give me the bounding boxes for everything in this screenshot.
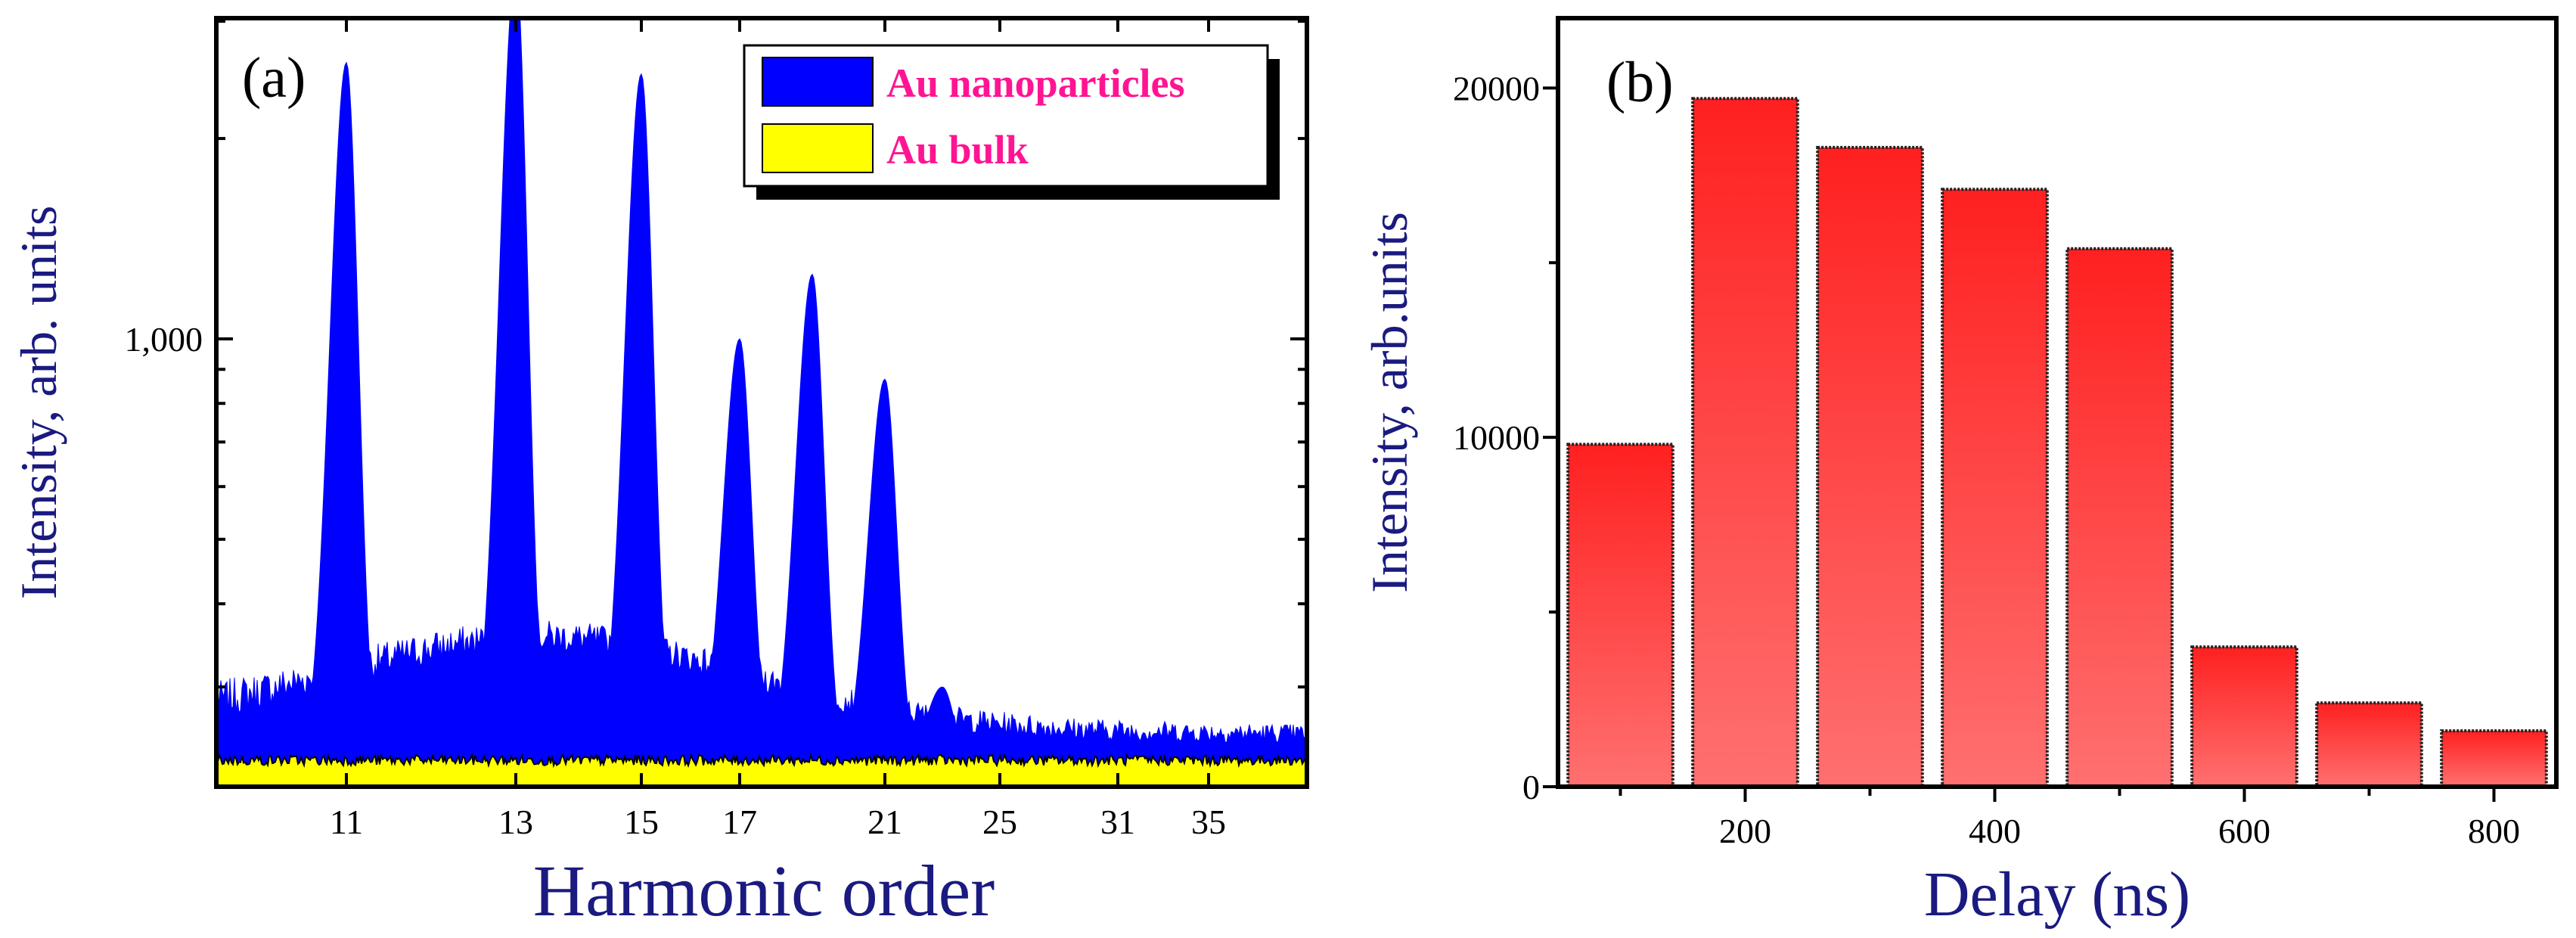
legend-swatch-au-nanoparticles [762,57,874,107]
x-tick-label-b: 400 [1969,812,2021,850]
bar-500 [2065,247,2174,788]
x-tick-label-a: 35 [1191,803,1226,841]
x-axis-label-b: Delay (ns) [1924,859,2190,930]
x-tick-label-a: 11 [330,803,363,841]
x-tick-label-a: 21 [867,803,902,841]
y-tick-label-b: 20000 [1453,69,1540,107]
spectrum-au-bulk [216,752,1307,787]
bar-200 [1691,97,1799,788]
axis-ticks-a [216,18,1307,787]
x-tick-label-a: 25 [982,803,1017,841]
x-tick-label-a: 17 [722,803,757,841]
plot-frame-b [1556,16,2559,789]
axis-ticks-b [1543,86,2496,802]
legend-label-au-bulk: Au bulk [886,127,1029,172]
bar-800 [2440,729,2548,788]
panel-label-b: (b) [1606,51,1674,114]
x-tick-labels-a: 11 13 15 17 21 25 31 35 [330,803,1226,841]
x-tick-label-a: 13 [498,803,533,841]
x-tick-label-a: 15 [624,803,659,841]
chart-panel-a: 11 13 15 17 21 25 31 35 (a) 1,000 Intensity, ar… [10,16,1309,931]
spectra-area [216,18,1307,787]
bar-300 [1816,145,1924,788]
y-axis-label-a: Intensity, arb. units [10,206,67,600]
tick-labels-b: 200 400 600 800 0 10000 20000 [1453,69,2520,850]
x-tick-label-a: 31 [1100,803,1135,841]
panel-label-a: (a) [242,46,306,110]
legend-swatch-au-bulk [762,123,874,173]
x-tick-label-b: 800 [2468,812,2520,850]
bar-100 [1566,443,1674,789]
x-tick-label-b: 600 [2218,812,2270,850]
spectrum-au-nanoparticles [216,18,1307,787]
bar-400 [1941,188,2049,789]
legend: Au nanoparticles Au bulk [743,44,1280,200]
x-tick-label-b: 200 [1719,812,1771,850]
x-axis-label-a: Harmonic order [533,850,995,931]
bar-600 [2190,645,2298,788]
chart-panel-b: 200 400 600 800 0 10000 20000 (b) Intensity, a… [1361,16,2559,930]
legend-label-au-nanoparticles: Au nanoparticles [886,61,1185,106]
y-axis-label-b: Intensity, arb.units [1361,212,1418,593]
y-tick-label-b: 10000 [1453,418,1540,457]
bar-700 [2315,701,2423,789]
y-tick-label-b: 0 [1522,768,1540,806]
y-tick-label-a: 1,000 [125,320,203,359]
bars [1566,97,2548,789]
